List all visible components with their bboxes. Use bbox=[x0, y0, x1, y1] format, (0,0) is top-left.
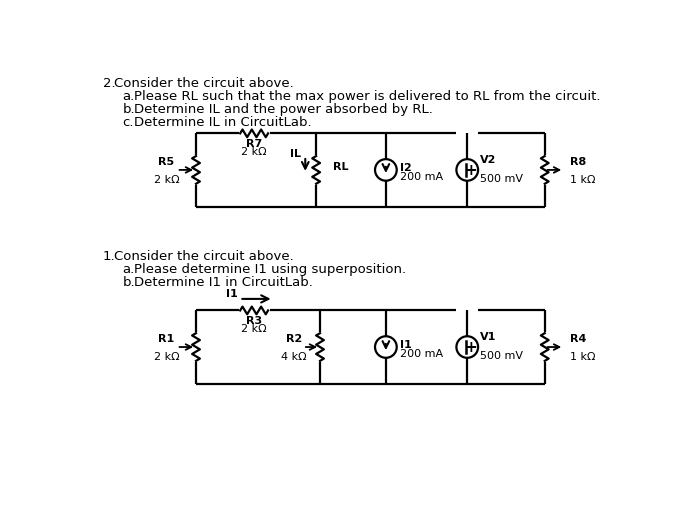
Text: a.: a. bbox=[122, 263, 134, 275]
Text: 500 mV: 500 mV bbox=[480, 350, 524, 360]
Text: IL: IL bbox=[290, 149, 300, 159]
Text: c.: c. bbox=[122, 116, 134, 129]
Text: 2 kΩ: 2 kΩ bbox=[154, 351, 179, 361]
Text: +: + bbox=[465, 162, 477, 177]
Text: 200 mA: 200 mA bbox=[400, 349, 443, 358]
Text: R7: R7 bbox=[246, 138, 262, 149]
Text: R1: R1 bbox=[158, 333, 175, 344]
Text: Consider the circuit above.: Consider the circuit above. bbox=[114, 249, 293, 262]
Text: 200 mA: 200 mA bbox=[400, 172, 443, 182]
Text: a.: a. bbox=[122, 90, 134, 102]
Text: 500 mV: 500 mV bbox=[480, 174, 524, 184]
Text: I1: I1 bbox=[226, 289, 238, 299]
Text: 4 kΩ: 4 kΩ bbox=[281, 351, 307, 361]
Text: 2 kΩ: 2 kΩ bbox=[154, 175, 179, 184]
Text: R2: R2 bbox=[286, 333, 302, 344]
Text: b.: b. bbox=[122, 103, 135, 116]
Text: V2: V2 bbox=[480, 154, 497, 164]
Text: Determine IL in CircuitLab.: Determine IL in CircuitLab. bbox=[134, 116, 312, 129]
Text: I1: I1 bbox=[400, 340, 412, 349]
Text: V1: V1 bbox=[480, 331, 497, 341]
Text: R3: R3 bbox=[246, 316, 262, 325]
Text: +: + bbox=[465, 339, 477, 354]
Text: 2 kΩ: 2 kΩ bbox=[241, 147, 267, 156]
Text: R5: R5 bbox=[158, 157, 174, 167]
Text: Please RL such that the max power is delivered to RL from the circuit.: Please RL such that the max power is del… bbox=[134, 90, 601, 102]
Text: Determine I1 in CircuitLab.: Determine I1 in CircuitLab. bbox=[134, 275, 313, 289]
Text: 2 kΩ: 2 kΩ bbox=[241, 323, 267, 333]
Text: 1 kΩ: 1 kΩ bbox=[570, 175, 595, 184]
Text: Consider the circuit above.: Consider the circuit above. bbox=[114, 76, 293, 90]
Text: R4: R4 bbox=[570, 333, 586, 344]
Text: b.: b. bbox=[122, 275, 135, 289]
Text: 1.: 1. bbox=[103, 249, 116, 262]
Text: R8: R8 bbox=[570, 157, 586, 167]
Text: 1 kΩ: 1 kΩ bbox=[570, 351, 595, 361]
Text: 2.: 2. bbox=[103, 76, 116, 90]
Text: Determine IL and the power absorbed by RL.: Determine IL and the power absorbed by R… bbox=[134, 103, 433, 116]
Text: Please determine I1 using superposition.: Please determine I1 using superposition. bbox=[134, 263, 406, 275]
Text: RL: RL bbox=[333, 162, 349, 172]
Text: I2: I2 bbox=[400, 162, 412, 173]
